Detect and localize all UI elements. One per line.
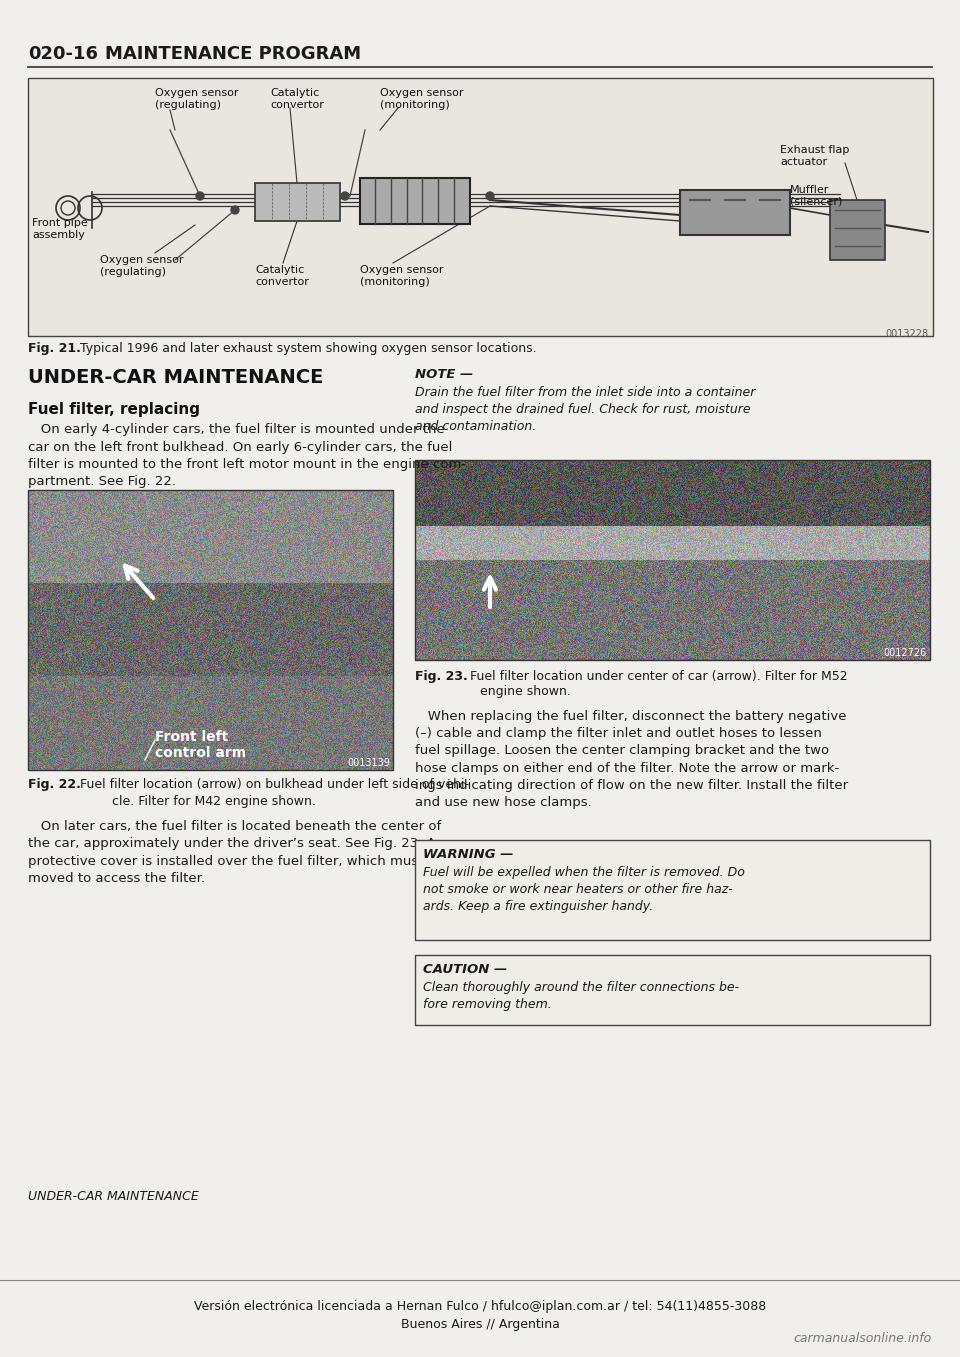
Text: Fig. 22.: Fig. 22.: [28, 778, 81, 791]
Text: Catalytic
convertor: Catalytic convertor: [270, 88, 324, 110]
Text: 0013139: 0013139: [348, 759, 390, 768]
Text: 0013228: 0013228: [885, 328, 928, 339]
Bar: [415, 840, 930, 940]
Text: Clean thoroughly around the filter connections be-
fore removing them.: Clean thoroughly around the filter conne…: [423, 981, 739, 1011]
Text: Fig. 21.: Fig. 21.: [28, 342, 81, 356]
Bar: [415, 955, 930, 1025]
Text: UNDER-CAR MAINTENANCE: UNDER-CAR MAINTENANCE: [28, 1190, 199, 1204]
Circle shape: [486, 191, 494, 199]
Text: Front left
control arm: Front left control arm: [155, 730, 246, 760]
Bar: [360, 178, 470, 224]
Text: Oxygen sensor
(regulating): Oxygen sensor (regulating): [100, 255, 183, 277]
Text: On later cars, the fuel filter is located beneath the center of
the car, approxi: On later cars, the fuel filter is locate…: [28, 820, 467, 886]
Text: Buenos Aires // Argentina: Buenos Aires // Argentina: [400, 1318, 560, 1331]
Text: Oxygen sensor
(regulating): Oxygen sensor (regulating): [155, 88, 238, 110]
Text: Versión electrónica licenciada a Hernan Fulco / hfulco@iplan.com.ar / tel: 54(11: Versión electrónica licenciada a Hernan …: [194, 1300, 766, 1314]
Text: WARNING —: WARNING —: [423, 848, 514, 860]
Bar: [415, 368, 930, 451]
Text: Fuel filter location (arrow) on bulkhead under left side of vehi-
         cle. : Fuel filter location (arrow) on bulkhead…: [76, 778, 469, 807]
Text: MAINTENANCE PROGRAM: MAINTENANCE PROGRAM: [105, 45, 361, 62]
Text: engine shown.: engine shown.: [480, 685, 571, 697]
Circle shape: [341, 191, 349, 199]
Circle shape: [196, 191, 204, 199]
Text: Exhaust flap
actuator: Exhaust flap actuator: [780, 145, 850, 167]
Bar: [0, 1280, 960, 1357]
Text: Fuel filter location under center of car (arrow). Filter for M52: Fuel filter location under center of car…: [466, 670, 848, 683]
Text: UNDER-CAR MAINTENANCE: UNDER-CAR MAINTENANCE: [28, 368, 324, 387]
Text: Typical 1996 and later exhaust system showing oxygen sensor locations.: Typical 1996 and later exhaust system sh…: [76, 342, 537, 356]
Text: Oxygen sensor
(monitoring): Oxygen sensor (monitoring): [360, 265, 444, 286]
Text: Fig. 23.: Fig. 23.: [415, 670, 468, 683]
Text: Fuel filter, replacing: Fuel filter, replacing: [28, 402, 200, 417]
Text: On early 4-cylinder cars, the fuel filter is mounted under the
car on the left f: On early 4-cylinder cars, the fuel filte…: [28, 423, 467, 489]
Text: Oxygen sensor
(monitoring): Oxygen sensor (monitoring): [380, 88, 464, 110]
Text: Drain the fuel filter from the inlet side into a container
and inspect the drain: Drain the fuel filter from the inlet sid…: [415, 385, 756, 433]
Text: 0012726: 0012726: [884, 649, 927, 658]
Text: Fuel will be expelled when the filter is removed. Do
not smoke or work near heat: Fuel will be expelled when the filter is…: [423, 866, 745, 913]
Bar: [28, 490, 393, 769]
Text: Catalytic
convertor: Catalytic convertor: [255, 265, 309, 286]
Text: NOTE —: NOTE —: [415, 368, 473, 381]
Text: 020-16: 020-16: [28, 45, 98, 62]
Bar: [28, 77, 933, 337]
Text: carmanualsonline.info: carmanualsonline.info: [794, 1333, 932, 1345]
Bar: [830, 199, 885, 261]
Bar: [0, 0, 960, 62]
Text: When replacing the fuel filter, disconnect the battery negative
(–) cable and cl: When replacing the fuel filter, disconne…: [415, 710, 848, 809]
Text: Front pipe
assembly: Front pipe assembly: [32, 218, 87, 240]
Bar: [255, 183, 340, 221]
Bar: [415, 460, 930, 660]
Text: Muffler
(silencer): Muffler (silencer): [790, 185, 842, 206]
Text: CAUTION —: CAUTION —: [423, 963, 507, 976]
Bar: [680, 190, 790, 235]
Circle shape: [231, 206, 239, 214]
